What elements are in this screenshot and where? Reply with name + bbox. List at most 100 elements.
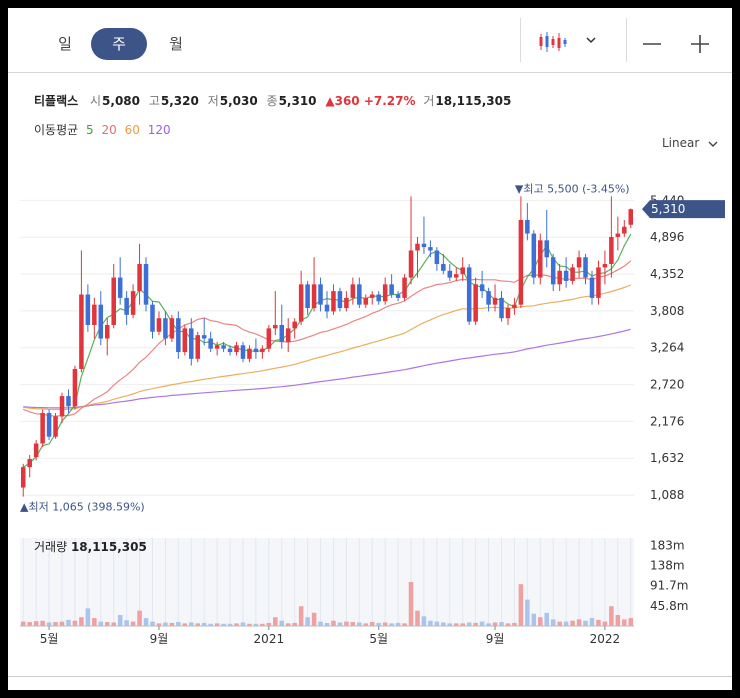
volume-bar: [486, 623, 491, 626]
candlestick-chart-icon[interactable]: [538, 30, 568, 54]
volume-tick-label: 45.8m: [650, 599, 688, 613]
candle-body: [428, 247, 433, 251]
plus-icon[interactable]: [688, 32, 712, 56]
volume-bar: [137, 610, 142, 626]
candle-body: [195, 335, 200, 359]
volume-tick-label: 91.7m: [650, 579, 688, 593]
scale-label: Linear: [662, 136, 700, 150]
candle-body: [376, 294, 381, 302]
candle: [27, 454, 32, 478]
volume-bar: [124, 620, 129, 626]
volume-bar: [111, 622, 116, 626]
candle-body: [589, 277, 595, 298]
volume-bar: [266, 622, 272, 626]
candle: [189, 318, 194, 366]
candle: [124, 291, 129, 325]
candle: [163, 311, 168, 346]
candle-body: [473, 284, 478, 322]
candle-body: [486, 291, 491, 305]
candle: [447, 264, 453, 281]
candle: [421, 216, 427, 254]
volume-bar: [33, 621, 39, 626]
chevron-down-icon[interactable]: [584, 36, 598, 46]
price-chart[interactable]: 5,4404,8964,3523,8083,2642,7202,1761,632…: [8, 8, 732, 690]
candle-body: [447, 270, 453, 278]
volume-tick-label: 183m: [650, 538, 685, 552]
candle-body: [363, 297, 369, 305]
open-value: 5,080: [102, 94, 141, 108]
volume-bar: [525, 599, 530, 626]
volume-bar: [415, 610, 420, 626]
stock-name: 티플랙스: [34, 94, 79, 108]
volume-bar: [176, 622, 181, 626]
candle: [428, 240, 433, 258]
candle-body: [544, 240, 550, 258]
ma-5: 5: [86, 123, 94, 137]
candle: [130, 284, 136, 319]
candle-body: [111, 277, 116, 325]
volume-bar: [20, 621, 26, 626]
candle-body: [369, 294, 375, 298]
candle: [79, 250, 84, 373]
candle: [538, 233, 543, 285]
x-tick-label: 5월: [369, 632, 388, 646]
candle-body: [583, 257, 588, 278]
candle-body: [27, 459, 32, 468]
volume-bar: [382, 622, 388, 626]
candle: [602, 250, 608, 285]
volume-bar: [395, 622, 401, 626]
low-annotation: ▲최저 1,065 (398.59%): [20, 501, 145, 514]
candle-body: [576, 257, 582, 268]
volume-bar: [214, 623, 220, 626]
volume-bar: [221, 623, 226, 626]
price-change: ▲360 +7.27%: [325, 94, 416, 108]
volume-bar: [563, 621, 569, 626]
candle: [279, 304, 285, 349]
volume-bar: [201, 622, 207, 626]
volume-bar: [279, 620, 285, 626]
candle-body: [253, 348, 259, 353]
volume-bar: [557, 621, 562, 626]
candle-body: [505, 308, 511, 319]
tab-daily[interactable]: 일: [58, 35, 72, 53]
candle-body: [240, 345, 246, 359]
candle-body: [156, 318, 162, 332]
candle: [143, 257, 149, 312]
candle: [253, 338, 259, 359]
volume-bar: [318, 621, 323, 626]
volume-bar: [421, 616, 427, 626]
volume-bar: [602, 621, 608, 626]
candle-body: [98, 304, 104, 339]
ma-label: 이동평균: [34, 123, 79, 137]
volume-bar: [260, 623, 265, 626]
minus-icon[interactable]: [640, 32, 664, 56]
candle: [214, 341, 220, 356]
candle-body: [176, 318, 181, 353]
volume-bar: [505, 623, 511, 626]
tab-weekly[interactable]: 주: [91, 28, 147, 60]
x-tick-label: 5월: [40, 632, 59, 646]
candle-body: [357, 284, 362, 305]
volume-bar: [208, 623, 213, 626]
candle-body: [182, 328, 188, 353]
tab-monthly[interactable]: 월: [169, 35, 183, 53]
candle: [137, 243, 142, 305]
candle: [518, 196, 524, 309]
volume-bar: [46, 622, 52, 626]
candle-body: [169, 318, 175, 339]
volume-bar: [622, 619, 627, 626]
volume-bar: [189, 622, 194, 626]
candle: [150, 301, 155, 339]
ma-20: 20: [101, 123, 117, 137]
volume-bar: [499, 622, 504, 626]
candle-body: [117, 277, 123, 298]
candle-body: [479, 284, 485, 292]
high-value: 5,320: [160, 94, 199, 108]
scale-selector[interactable]: Linear: [662, 136, 719, 150]
candle-body: [46, 413, 52, 437]
x-tick-label: 9월: [150, 632, 169, 646]
candle-body: [311, 284, 317, 309]
candle: [615, 216, 621, 251]
volume-bar: [59, 621, 65, 626]
candle-body: [53, 416, 58, 437]
